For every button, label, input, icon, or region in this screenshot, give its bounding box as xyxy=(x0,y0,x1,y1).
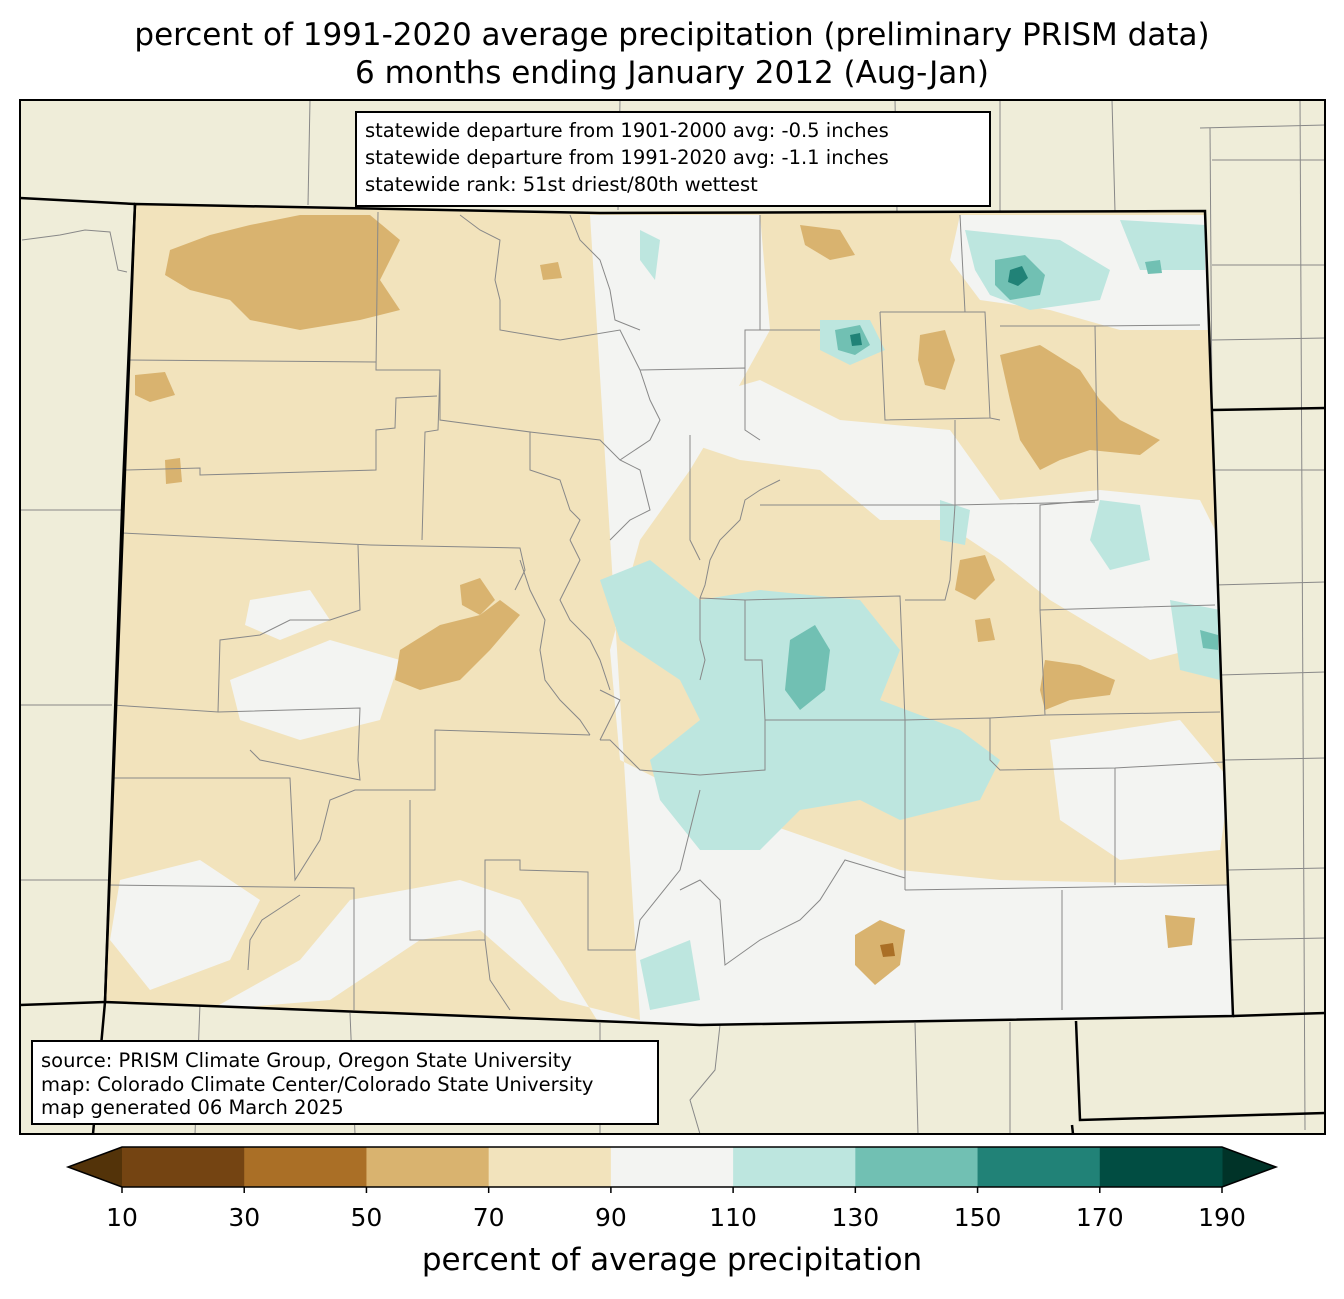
colorbar-underflow-triangle xyxy=(68,1147,122,1187)
colorbar-tick-label: 170 xyxy=(1075,1203,1124,1232)
map-title-line2: 6 months ending January 2012 (Aug-Jan) xyxy=(355,55,989,91)
source-line-1: source: PRISM Climate Group, Oregon Stat… xyxy=(41,1049,572,1072)
colorbar-tick-label: 150 xyxy=(953,1203,1002,1232)
colorbar-segment xyxy=(122,1147,245,1187)
colorbar-tick-label: 30 xyxy=(228,1203,261,1232)
statewide-stats-box: statewide departure from 1901-2000 avg: … xyxy=(355,111,991,207)
source-line-2: map: Colorado Climate Center/Colorado St… xyxy=(41,1072,594,1096)
colorbar-overflow-triangle xyxy=(1222,1147,1276,1187)
map-frame xyxy=(19,99,1326,1135)
colorbar-label: percent of average precipitation xyxy=(421,1242,923,1278)
colorbar-tick-label: 130 xyxy=(831,1203,880,1232)
colorbar-tick-label: 10 xyxy=(106,1203,138,1232)
colorbar-segment xyxy=(1099,1147,1223,1187)
colorbar-tick-label: 50 xyxy=(350,1203,383,1232)
colorado-border xyxy=(103,202,1235,1027)
colorbar-tick-label: 70 xyxy=(472,1203,505,1232)
colorbar-segment xyxy=(610,1147,734,1187)
stats-line-2: statewide departure from 1991-2020 avg: … xyxy=(365,146,889,169)
colorbar xyxy=(65,1146,1279,1193)
stats-line-3: statewide rank: 51st driest/80th wettest xyxy=(365,173,758,196)
colorbar-segment xyxy=(855,1147,979,1187)
colorbar-tick-label: 110 xyxy=(709,1203,757,1232)
county-boundaries xyxy=(107,211,1229,1011)
colorbar-tick-label: 90 xyxy=(594,1203,627,1232)
precipitation-field xyxy=(105,204,1233,1025)
source-credits-box: source: PRISM Climate Group, Oregon Stat… xyxy=(31,1040,659,1125)
source-line-3: map generated 06 March 2025 xyxy=(41,1096,344,1119)
stats-line-1: statewide departure from 1901-2000 avg: … xyxy=(365,119,889,142)
colorbar-segment xyxy=(488,1147,612,1187)
colorbar-segment xyxy=(977,1147,1101,1187)
colorbar-segment xyxy=(366,1147,490,1187)
map-title-line1: percent of 1991-2020 average precipitati… xyxy=(134,17,1210,53)
colorbar-segment xyxy=(244,1147,367,1187)
colorbar-tick-label: 190 xyxy=(1198,1203,1246,1232)
colorbar-segment xyxy=(733,1147,856,1187)
